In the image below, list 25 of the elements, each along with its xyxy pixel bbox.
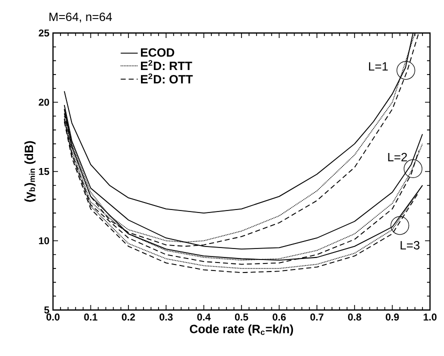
x-tick-label: 0.0: [46, 314, 60, 321]
chart-title: M=64, n=64: [50, 12, 112, 22]
y-tick-label: 20: [38, 98, 50, 106]
y-tick-label: 10: [39, 237, 50, 244]
y-tick-label: 15: [39, 168, 50, 175]
x-tick-label: 0.2: [122, 314, 135, 321]
legend-label: E$^{2}$D: RTT: [140, 60, 192, 70]
annotation: L=2: [388, 152, 407, 162]
y-tick-label: 25: [38, 29, 50, 37]
x-tick-label: 0.1: [84, 314, 98, 321]
x-tick-label: 0.4: [197, 314, 211, 321]
x-tick-label: 0.9: [386, 314, 399, 321]
y-tick-label: 5: [44, 306, 50, 314]
x-tick-label: 0.3: [160, 314, 173, 321]
x-tick-label: 1.0: [424, 314, 437, 321]
y-axis-title: (γ$_{b}$)$_{min}$ (dB): [24, 141, 36, 202]
x-tick-label: 0.5: [234, 314, 248, 321]
x-tick-label: 0.8: [348, 314, 362, 321]
annotation: L=1: [369, 62, 388, 71]
annotation: L=3: [400, 241, 420, 250]
x-axis-title: Code rate (R$_{c}$=k/n): [190, 324, 294, 336]
x-tick-label: 0.7: [310, 314, 324, 321]
legend-label: E$^{2}$D: OTT: [140, 73, 193, 84]
x-tick-label: 0.6: [272, 314, 286, 321]
legend-label: ECOD: [140, 48, 174, 57]
